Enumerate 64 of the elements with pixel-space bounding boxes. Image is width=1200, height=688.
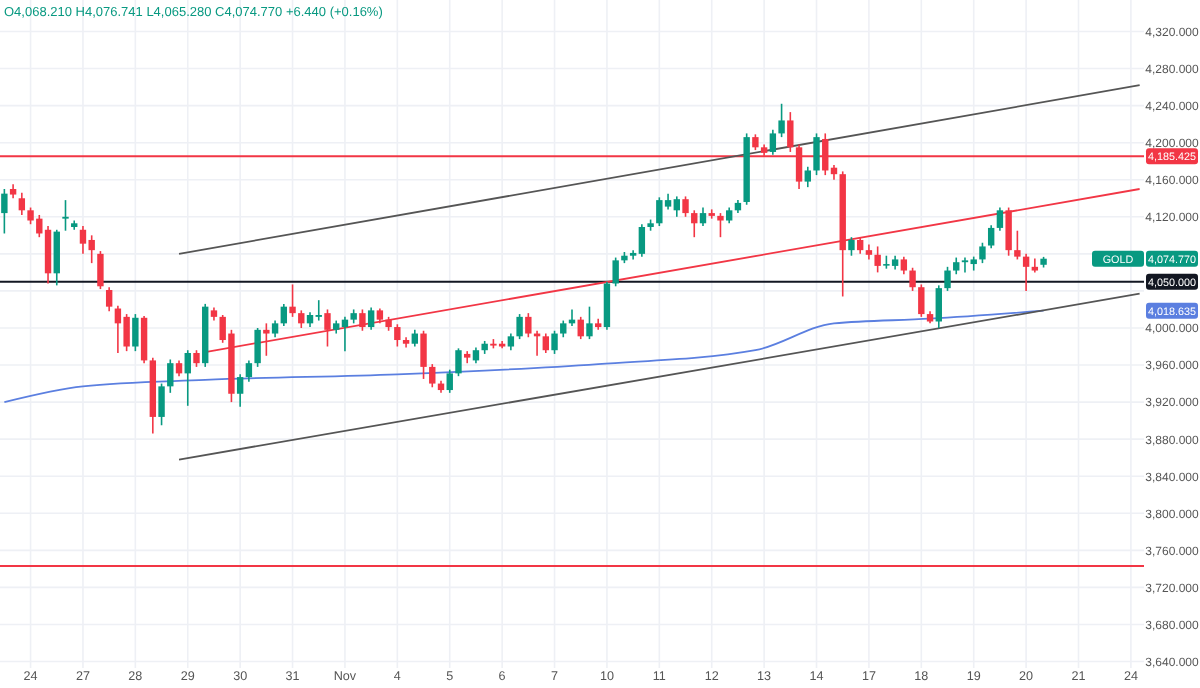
candlestick: [778, 102, 785, 138]
candlestick: [1031, 257, 1039, 274]
candlestick: [167, 358, 174, 394]
candlestick: [804, 165, 811, 188]
candlestick: [996, 206, 1004, 232]
candlestick: [516, 313, 523, 340]
candlestick: [935, 284, 942, 329]
candlestick: [612, 256, 619, 288]
candlestick: [315, 299, 322, 322]
candlestick: [62, 199, 69, 232]
line-series: [3, 309, 1045, 403]
candlestick: [691, 209, 698, 238]
candlestick: [394, 323, 401, 348]
candlestick: [324, 308, 331, 348]
candlestick: [18, 191, 26, 216]
candlestick: [987, 224, 995, 250]
candlestick: [280, 303, 288, 327]
candlestick: [140, 315, 148, 364]
candlestick: [254, 327, 261, 368]
candlestick: [1, 188, 8, 235]
candlestick: [1005, 206, 1012, 257]
candlestick: [420, 329, 427, 380]
candlestick: [97, 250, 104, 290]
candlestick: [88, 234, 95, 264]
candlestick: [961, 256, 969, 274]
candlestick: [367, 306, 375, 331]
candlestick: [682, 195, 689, 218]
candlestick: [158, 382, 165, 427]
candlestick: [909, 266, 916, 292]
candlestick: [944, 266, 951, 292]
candlestick: [638, 223, 646, 258]
candlestick: [245, 359, 253, 383]
candlestick: [236, 373, 244, 408]
candlestick: [184, 349, 191, 407]
candlestick: [44, 225, 52, 285]
candlestick: [918, 283, 925, 318]
candlestick: [874, 245, 881, 274]
candlestick: [1014, 229, 1021, 261]
candlestick: [813, 132, 820, 176]
candlestick: [717, 212, 724, 238]
candlestick: [105, 286, 113, 313]
candlestick: [525, 312, 532, 339]
candlestick: [848, 236, 855, 257]
candlestick: [446, 368, 453, 394]
candlestick: [656, 196, 663, 227]
candlestick: [132, 313, 139, 352]
candlestick: [551, 329, 558, 355]
candlestick: [289, 283, 296, 318]
candlestick: [79, 225, 87, 255]
candlestick: [359, 308, 366, 332]
candlestick: [1022, 253, 1030, 292]
candlestick: [542, 332, 549, 354]
candlestick: [577, 316, 584, 340]
candlestick: [673, 195, 680, 218]
candlestick: [53, 228, 60, 287]
candlestick: [979, 241, 986, 264]
candlestick: [455, 347, 462, 377]
candlestick: [603, 280, 611, 331]
candlestick: [708, 208, 715, 220]
candlestick: [769, 128, 777, 156]
candlestick: [699, 206, 707, 227]
candlestick: [123, 313, 130, 352]
candlestick: [429, 363, 436, 389]
candlestick: [586, 305, 593, 340]
